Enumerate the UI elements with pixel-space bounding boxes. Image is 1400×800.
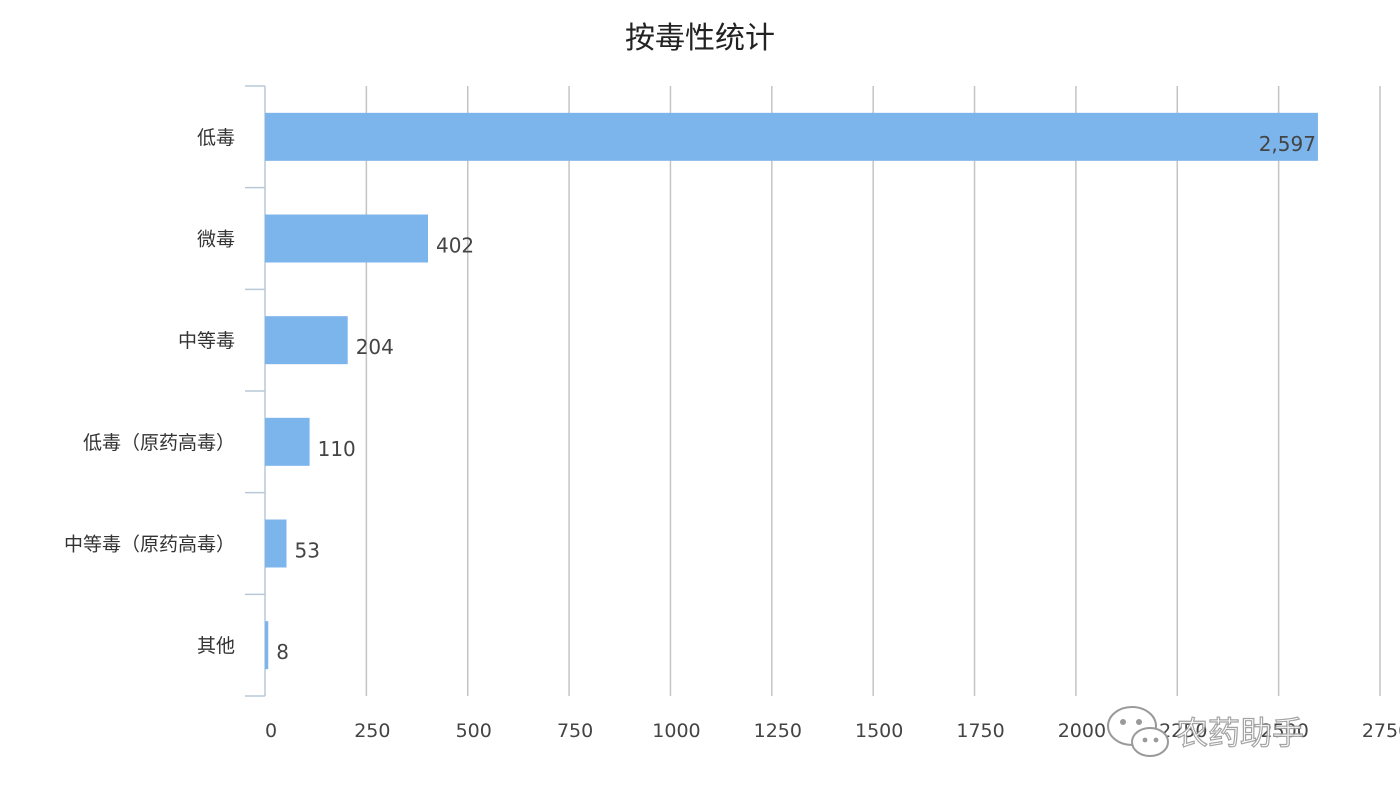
bar xyxy=(265,621,269,670)
y-category-label: 微毒 xyxy=(197,229,235,251)
bar xyxy=(265,112,1318,161)
x-tick-label: 1500 xyxy=(855,720,903,742)
bar xyxy=(265,316,348,365)
data-label: 2,597 xyxy=(1259,132,1316,156)
watermark-text: 农药助手 xyxy=(1176,714,1304,752)
x-tick-label: 750 xyxy=(557,720,593,742)
data-label: 53 xyxy=(294,539,319,563)
watermark: 农药助手 xyxy=(1107,706,1305,757)
bar xyxy=(265,519,287,568)
x-tick-label: 1750 xyxy=(956,720,1004,742)
y-category-label: 中等毒 xyxy=(178,330,235,352)
y-category-label: 中等毒（原药高毒） xyxy=(64,534,235,556)
y-axis xyxy=(245,85,266,697)
data-label: 204 xyxy=(356,335,394,359)
data-label: 110 xyxy=(318,437,356,461)
grid-lines xyxy=(365,86,1381,696)
bar xyxy=(265,214,428,263)
x-tick-label: 2250 xyxy=(1159,720,1207,742)
x-tick-label: 0 xyxy=(265,720,277,742)
y-category-label: 其他 xyxy=(197,635,235,657)
data-label: 8 xyxy=(276,640,289,664)
x-tick-label: 1250 xyxy=(754,720,802,742)
bar xyxy=(265,417,310,466)
labels: 0 250 500 750 1000 1250 1500 1750 2000 2250 2500 27… xyxy=(64,127,1400,742)
wechat-icon xyxy=(1107,706,1169,757)
bars xyxy=(265,112,1318,670)
x-tick-label: 2500 xyxy=(1260,720,1308,742)
chart-title: 按毒性统计 xyxy=(625,21,775,56)
y-category-label: 低毒 xyxy=(197,127,235,149)
x-tick-label: 250 xyxy=(354,720,390,742)
y-category-label: 低毒（原药高毒） xyxy=(83,432,235,454)
x-tick-label: 2750 xyxy=(1362,720,1400,742)
x-tick-label: 2000 xyxy=(1058,720,1106,742)
data-label: 402 xyxy=(436,234,474,258)
x-tick-label: 500 xyxy=(456,720,492,742)
x-tick-label: 1000 xyxy=(652,720,700,742)
